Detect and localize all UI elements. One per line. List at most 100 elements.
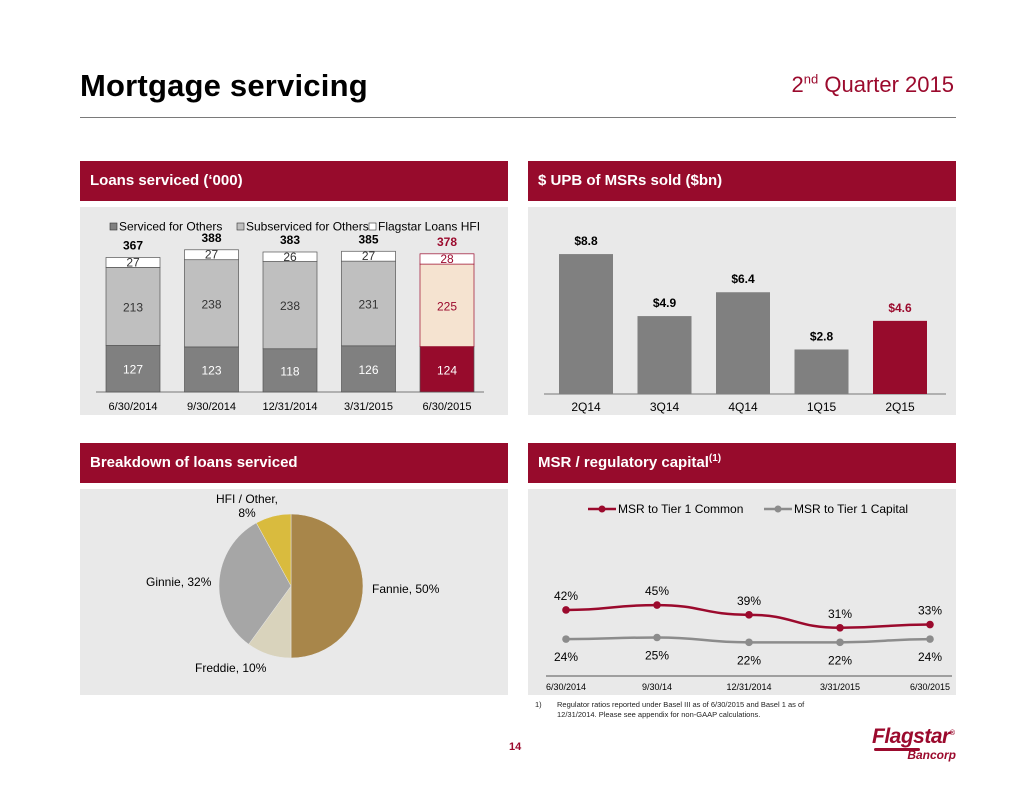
bar-value-label: $2.8 bbox=[810, 329, 834, 343]
bar bbox=[559, 254, 613, 394]
segment-label: 27 bbox=[126, 255, 140, 269]
legend-label: Flagstar Loans HFI bbox=[378, 220, 480, 234]
msr-capital-header: MSR / regulatory capital(1) bbox=[528, 443, 956, 483]
bar-value-label: $6.4 bbox=[731, 272, 755, 286]
bar-segment bbox=[184, 346, 239, 393]
data-label: 33% bbox=[918, 604, 942, 618]
bar-total-label: 378 bbox=[437, 235, 457, 249]
data-point bbox=[926, 620, 934, 629]
segment-label: 238 bbox=[201, 297, 221, 311]
legend-marker bbox=[774, 505, 782, 513]
breakdown-panel: Fannie, 50% Freddie, 10% Ginnie, 32% HFI / … bbox=[80, 489, 508, 695]
segment-label: 118 bbox=[280, 364, 299, 378]
data-label: 24% bbox=[554, 650, 578, 664]
data-label: 22% bbox=[828, 653, 852, 667]
pie-slice bbox=[290, 513, 364, 659]
loans-serviced-chart: Serviced for Others Subserviced for Other… bbox=[96, 220, 484, 413]
x-tick-label: 4Q14 bbox=[728, 400, 758, 414]
bar-segment bbox=[105, 257, 161, 268]
loans-serviced-header: Loans serviced (‘000) bbox=[80, 161, 508, 201]
bar-segment bbox=[262, 348, 318, 393]
bar bbox=[716, 292, 770, 394]
bar-segment bbox=[184, 249, 239, 261]
data-label: 25% bbox=[645, 649, 669, 663]
bar-segment bbox=[419, 346, 475, 393]
legend-label: Subserviced for Others bbox=[246, 220, 369, 234]
x-tick-label: 3Q14 bbox=[650, 400, 680, 414]
bar-total-label: 367 bbox=[123, 238, 143, 252]
bar bbox=[873, 320, 927, 394]
msrs-sold-chart: $8.8 2Q14 $4.9 3Q14 $6.4 4Q14 $2.8 1Q15 $4.6 2Q15 bbox=[544, 234, 946, 414]
data-point bbox=[653, 633, 661, 642]
logo-wordmark: Flagstar® bbox=[872, 725, 955, 748]
legend-label: MSR to Tier 1 Common bbox=[618, 502, 743, 516]
bar-segment bbox=[341, 260, 396, 347]
legend-marker bbox=[598, 505, 606, 513]
pie-slice bbox=[218, 522, 292, 645]
bar-value-label: $8.8 bbox=[574, 234, 598, 248]
bar-segment bbox=[262, 251, 318, 262]
page-title: Mortgage servicing bbox=[80, 68, 368, 103]
pie-label: 8% bbox=[238, 506, 256, 520]
bar-segment bbox=[341, 345, 396, 393]
bar bbox=[637, 316, 692, 394]
bar-segment bbox=[419, 253, 475, 265]
segment-label: 124 bbox=[437, 363, 457, 377]
data-point bbox=[836, 638, 844, 647]
segment-label: 231 bbox=[358, 297, 378, 311]
x-tick-label: 2Q15 bbox=[885, 400, 915, 414]
x-tick-label: 1Q15 bbox=[807, 400, 837, 414]
breakdown-pie-chart: Fannie, 50% Freddie, 10% Ginnie, 32% HFI / … bbox=[146, 492, 440, 675]
data-label: 31% bbox=[828, 607, 852, 621]
segment-label: 28 bbox=[440, 252, 454, 266]
segment-label: 27 bbox=[205, 248, 219, 262]
x-tick-label: 12/31/2014 bbox=[262, 401, 317, 413]
bar-segment bbox=[419, 263, 475, 347]
data-label: 39% bbox=[737, 594, 761, 608]
bar-segment bbox=[262, 261, 318, 350]
legend-swatch bbox=[109, 222, 118, 231]
logo-swoosh-icon bbox=[874, 748, 920, 751]
x-tick-label: 6/30/2014 bbox=[546, 682, 586, 692]
legend-label: Serviced for Others bbox=[119, 220, 222, 234]
legend-swatch bbox=[236, 222, 245, 231]
loans-serviced-panel: Serviced for Others Subserviced for Other… bbox=[80, 207, 508, 415]
bar-total-label: 383 bbox=[280, 233, 300, 247]
pie-label: HFI / Other, bbox=[216, 492, 278, 506]
bar-segment bbox=[184, 259, 239, 348]
legend-swatch bbox=[368, 222, 377, 231]
msr-capital-line-chart: MSR to Tier 1 Common MSR to Tier 1 Capita… bbox=[546, 502, 952, 692]
segment-label: 126 bbox=[358, 363, 378, 377]
bar-segment bbox=[341, 250, 396, 262]
segment-label: 26 bbox=[283, 250, 297, 264]
x-tick-label: 3/31/2015 bbox=[820, 682, 860, 692]
data-label: 22% bbox=[737, 653, 761, 667]
x-tick-label: 6/30/2014 bbox=[109, 401, 158, 413]
breakdown-header: Breakdown of loans serviced bbox=[80, 443, 508, 483]
pie-slice bbox=[255, 513, 292, 587]
x-tick-label: 3/31/2015 bbox=[344, 401, 393, 413]
x-tick-label: 6/30/2015 bbox=[910, 682, 950, 692]
logo-sub: Bancorp bbox=[907, 748, 956, 762]
segment-label: 213 bbox=[123, 300, 143, 314]
data-point bbox=[562, 606, 570, 614]
bar-value-label: $4.9 bbox=[653, 296, 677, 310]
x-tick-label: 6/30/2015 bbox=[423, 401, 472, 413]
title-divider bbox=[80, 117, 956, 118]
legend-label: MSR to Tier 1 Capital bbox=[794, 502, 908, 516]
bar-total-label: 388 bbox=[201, 231, 221, 245]
data-point bbox=[745, 611, 753, 619]
pie-label: Freddie, 10% bbox=[195, 661, 267, 675]
msrs-sold-panel: $8.8 2Q14 $4.9 3Q14 $6.4 4Q14 $2.8 1Q15 $4.6 2Q15 bbox=[528, 207, 956, 415]
quarter-label: 2nd Quarter 2015 bbox=[791, 71, 954, 97]
flagstar-logo: Flagstar® Bancorp bbox=[872, 725, 960, 765]
data-label: 42% bbox=[554, 589, 578, 603]
data-point bbox=[653, 601, 661, 609]
data-point bbox=[836, 623, 844, 632]
bar-total-label: 385 bbox=[358, 232, 378, 246]
pie-label: Ginnie, 32% bbox=[146, 575, 212, 589]
segment-label: 123 bbox=[201, 363, 221, 377]
data-point bbox=[562, 635, 570, 643]
pie-label: Fannie, 50% bbox=[372, 582, 440, 596]
segment-label: 238 bbox=[280, 299, 300, 313]
